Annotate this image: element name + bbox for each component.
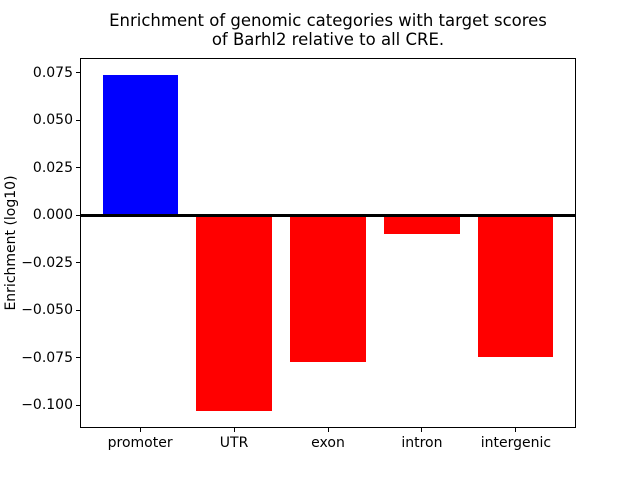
x-tick-mark bbox=[421, 428, 423, 432]
y-tick-label: 0.025 bbox=[32, 159, 73, 176]
y-tick-label: −0.050 bbox=[21, 302, 73, 319]
x-tick-mark bbox=[327, 428, 329, 432]
y-tick-label: 0.075 bbox=[32, 64, 73, 81]
bar-intergenic bbox=[478, 215, 554, 357]
y-tick-label: −0.100 bbox=[21, 397, 73, 414]
x-tick-mark bbox=[233, 428, 235, 432]
x-tick-label-UTR: UTR bbox=[219, 435, 249, 451]
y-axis-label: Enrichment (log10) bbox=[3, 175, 19, 311]
x-tick-label-exon: exon bbox=[311, 435, 345, 451]
chart-title-line-2: of Barhl2 relative to all CRE. bbox=[211, 29, 445, 49]
y-tick-label: −0.075 bbox=[21, 349, 73, 366]
x-tick-label-intergenic: intergenic bbox=[480, 435, 552, 451]
chart-title: Enrichment of genomic categories with ta… bbox=[80, 11, 576, 50]
y-tick-mark bbox=[76, 357, 80, 359]
axes-frame bbox=[80, 58, 576, 428]
x-tick-label-intron: intron bbox=[401, 435, 443, 451]
bar-promoter bbox=[102, 74, 178, 216]
bar-intron bbox=[384, 215, 460, 234]
bar-UTR bbox=[196, 215, 272, 412]
x-tick-label-promoter: promoter bbox=[107, 435, 173, 451]
y-tick-label: 0.050 bbox=[32, 112, 73, 129]
y-tick-mark bbox=[76, 309, 80, 311]
y-tick-label: −0.025 bbox=[21, 254, 73, 271]
x-tick-mark bbox=[139, 428, 141, 432]
y-tick-mark bbox=[76, 262, 80, 264]
y-tick-mark bbox=[76, 404, 80, 406]
bar-exon bbox=[290, 215, 366, 362]
y-tick-label: 0.000 bbox=[32, 207, 73, 224]
y-tick-mark bbox=[76, 167, 80, 169]
x-tick-mark bbox=[515, 428, 517, 432]
y-tick-mark bbox=[76, 119, 80, 121]
zero-baseline bbox=[80, 213, 576, 217]
y-tick-mark bbox=[76, 214, 80, 216]
y-tick-mark bbox=[76, 72, 80, 74]
chart-title-line-1: Enrichment of genomic categories with ta… bbox=[109, 11, 547, 30]
